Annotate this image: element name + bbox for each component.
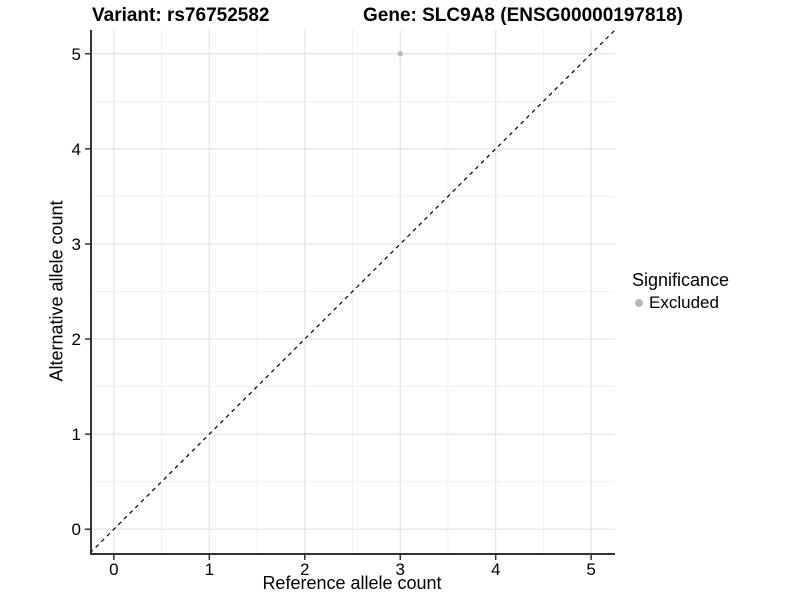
legend-title: Significance — [632, 270, 730, 290]
plot-title-gene: Gene: SLC9A8 (ENSG00000197818) — [363, 5, 683, 26]
legend-item-label: Excluded — [649, 293, 719, 312]
x-tick-label: 0 — [109, 560, 119, 579]
y-tick-label: 0 — [71, 520, 81, 540]
y-tick-label: 5 — [71, 44, 81, 64]
x-tick-label: 4 — [490, 560, 501, 579]
x-tick-label: 3 — [395, 560, 405, 579]
legend-item-excluded: Excluded — [632, 293, 729, 313]
plot-title-variant: Variant: rs76752582 — [92, 5, 270, 26]
x-axis-title: Reference allele count — [262, 573, 442, 593]
y-tick-label: 4 — [71, 139, 81, 159]
x-tick-label: 1 — [204, 560, 215, 579]
data-point — [397, 51, 403, 57]
x-tick-label: 5 — [586, 560, 596, 579]
y-tick-label: 1 — [71, 425, 81, 445]
legend: Significance Excluded — [632, 269, 729, 313]
x-tick-label: 2 — [300, 560, 310, 579]
identity-reference-line — [89, 29, 616, 554]
y-axis-title: Alternative allele count — [46, 200, 67, 382]
y-tick-label: 3 — [71, 234, 81, 254]
legend-point-icon — [635, 299, 643, 307]
y-tick-label: 2 — [71, 330, 81, 350]
